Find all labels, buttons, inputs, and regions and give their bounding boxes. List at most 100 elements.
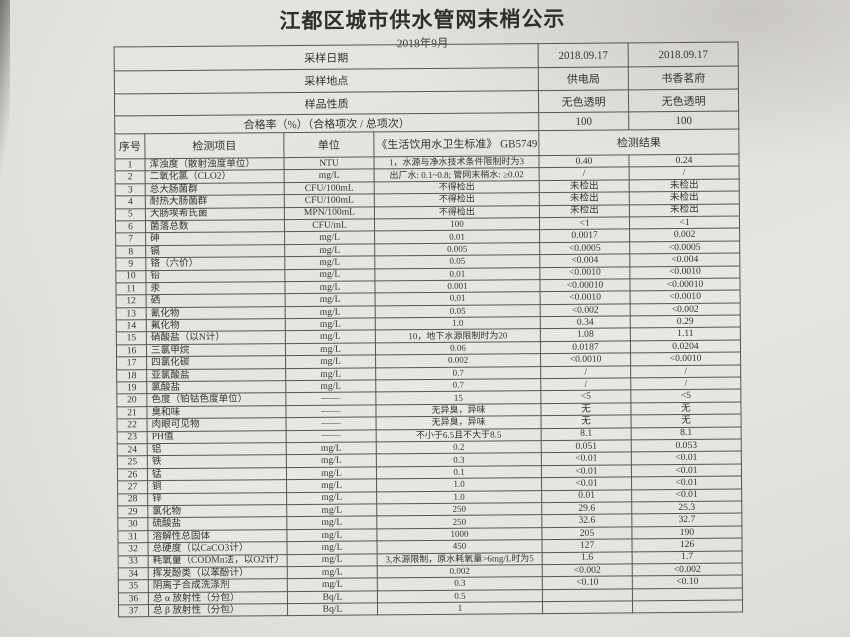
cell-result-site2: / bbox=[630, 364, 741, 378]
cell-test-item: 三氯甲烷 bbox=[146, 343, 286, 357]
cell-test-item: 浑浊度（散射浊度单位） bbox=[144, 157, 285, 172]
cell-unit: —— bbox=[285, 404, 377, 418]
cell-result-site1: <0.01 bbox=[541, 464, 632, 478]
cell-unit: —— bbox=[286, 429, 377, 443]
cell-result-site2 bbox=[632, 600, 743, 614]
cell-row-number: 35 bbox=[118, 579, 149, 593]
cell-result-site1: 205 bbox=[541, 526, 632, 540]
cell-row-number: 17 bbox=[116, 356, 147, 370]
cell-row-number: 31 bbox=[117, 530, 149, 544]
cell-test-item: 耐热大肠菌群 bbox=[145, 194, 285, 209]
cell-row-number: 3 bbox=[115, 183, 146, 197]
cell-standard-limit: 1 bbox=[377, 601, 543, 616]
cell-unit: mg/L bbox=[285, 330, 376, 344]
results-tbody: 1 浑浊度（散射浊度单位） NTU 1，水源与净水技术条件限制时为3 0.40 … bbox=[114, 154, 743, 618]
cell-row-number: 9 bbox=[115, 257, 146, 271]
cell-result-site1: 无 bbox=[540, 402, 632, 416]
cell-unit: MPN/100mL bbox=[284, 206, 375, 220]
cell-result-site1: 未检出 bbox=[539, 204, 630, 218]
cell-result-site2: <1 bbox=[629, 215, 740, 230]
cell-result-site2: <0.00010 bbox=[629, 277, 741, 292]
cell-row-number: 33 bbox=[118, 555, 149, 568]
cell-result-site2: 无 bbox=[631, 414, 742, 428]
cell-row-number: 29 bbox=[117, 505, 148, 519]
info-value-site2: 100 bbox=[628, 111, 739, 130]
info-value-site1: 100 bbox=[538, 111, 629, 131]
cell-test-item: 氟化物 bbox=[146, 318, 286, 333]
cell-unit: mg/L bbox=[286, 479, 377, 493]
cell-result-site1: <0.0010 bbox=[540, 291, 631, 305]
cell-row-number: 8 bbox=[115, 245, 146, 259]
info-section: 采样日期 2018.09.17 2018.09.17 采样地点 供电局 书香茗府… bbox=[114, 42, 739, 159]
cell-result-site2: / bbox=[630, 377, 741, 391]
cell-test-item: 锰 bbox=[147, 467, 287, 481]
cell-row-number: 13 bbox=[116, 307, 147, 321]
cell-test-item: 锌 bbox=[147, 492, 287, 506]
cell-unit: CFU/100mL bbox=[284, 181, 375, 195]
cell-row-number: 27 bbox=[117, 480, 148, 494]
cell-test-item: 汞 bbox=[145, 281, 286, 295]
cell-result-site2: <5 bbox=[630, 389, 741, 403]
info-label: 采样地点 bbox=[114, 67, 539, 94]
cell-unit: Bq/L bbox=[287, 590, 378, 604]
cell-row-number: 36 bbox=[118, 592, 149, 605]
cell-result-site2: <0.0005 bbox=[629, 240, 740, 255]
cell-result-site2: <0.01 bbox=[631, 476, 742, 490]
cell-test-item: 总 α 放射性（分包） bbox=[148, 591, 288, 605]
cell-result-site2: <0.0010 bbox=[630, 352, 741, 366]
cell-unit: mg/L bbox=[284, 268, 375, 282]
cell-result-site1: <0.0010 bbox=[540, 353, 631, 367]
cell-test-item: 铅 bbox=[145, 269, 285, 283]
cell-result-site2: 未检出 bbox=[629, 178, 740, 193]
cell-test-item: 菌落总数 bbox=[145, 219, 285, 234]
cell-row-number: 24 bbox=[117, 443, 148, 457]
cell-result-site1: <5 bbox=[540, 390, 631, 404]
cell-unit: mg/L bbox=[284, 243, 375, 257]
cell-test-item: 四氯化碳 bbox=[146, 355, 286, 370]
cell-result-site2: 0.053 bbox=[631, 439, 742, 453]
cell-unit: mg/L bbox=[286, 516, 377, 530]
cell-result-site2: 未检出 bbox=[629, 191, 740, 205]
cell-row-number: 20 bbox=[116, 394, 147, 407]
cell-row-number: 11 bbox=[115, 282, 147, 296]
cell-result-site1: <0.002 bbox=[542, 563, 633, 577]
cell-result-site1: <0.10 bbox=[542, 576, 633, 590]
cell-unit: mg/L bbox=[285, 317, 376, 332]
cell-test-item: 总大肠菌群 bbox=[145, 182, 285, 196]
cell-result-site1: 32.6 bbox=[541, 514, 632, 528]
cell-result-site2: 190 bbox=[631, 525, 742, 539]
info-value-site2: 2018.09.17 bbox=[628, 42, 739, 67]
cell-unit: mg/L bbox=[284, 231, 375, 245]
cell-unit: mg/L bbox=[287, 578, 378, 592]
cell-result-site2: 1.11 bbox=[630, 327, 741, 341]
cell-row-number: 5 bbox=[115, 208, 146, 221]
cell-result-site1: / bbox=[540, 365, 631, 379]
cell-row-number: 4 bbox=[115, 195, 146, 209]
cell-unit: mg/L bbox=[285, 355, 376, 369]
cell-test-item: 硫酸盐 bbox=[147, 516, 287, 531]
cell-test-item: 耗氧量（CODMn法，以O2计） bbox=[148, 554, 288, 568]
cell-test-item: 氯化物 bbox=[147, 504, 287, 519]
cell-row-number: 28 bbox=[117, 493, 148, 506]
cell-result-site1: 0.0187 bbox=[540, 340, 631, 354]
cell-row-number: 14 bbox=[116, 319, 147, 333]
cell-result-site1: 29.6 bbox=[541, 501, 632, 515]
cell-test-item: 铝 bbox=[147, 442, 287, 457]
cell-row-number: 18 bbox=[116, 369, 147, 382]
info-value-site2: 无色透明 bbox=[628, 89, 739, 112]
col-header-standard: 《生活饮用水卫生标准》 GB5749 bbox=[373, 130, 539, 157]
cell-test-item: 镉 bbox=[145, 244, 285, 258]
cell-result-site2: <0.01 bbox=[631, 463, 742, 478]
info-value-site1: 无色透明 bbox=[538, 89, 629, 113]
cell-test-item: 铬（六价） bbox=[145, 256, 285, 271]
cell-result-site2: / bbox=[629, 166, 740, 180]
cell-test-item: 铜 bbox=[147, 479, 287, 494]
cell-result-site2: <0.01 bbox=[631, 451, 742, 465]
cell-test-item: 氰化物 bbox=[146, 306, 286, 320]
cell-result-site2: 8.1 bbox=[631, 426, 742, 440]
cell-result-site2: 1.7 bbox=[632, 550, 743, 564]
cell-result-site2: 25.3 bbox=[631, 500, 742, 515]
cell-row-number: 15 bbox=[116, 332, 147, 345]
